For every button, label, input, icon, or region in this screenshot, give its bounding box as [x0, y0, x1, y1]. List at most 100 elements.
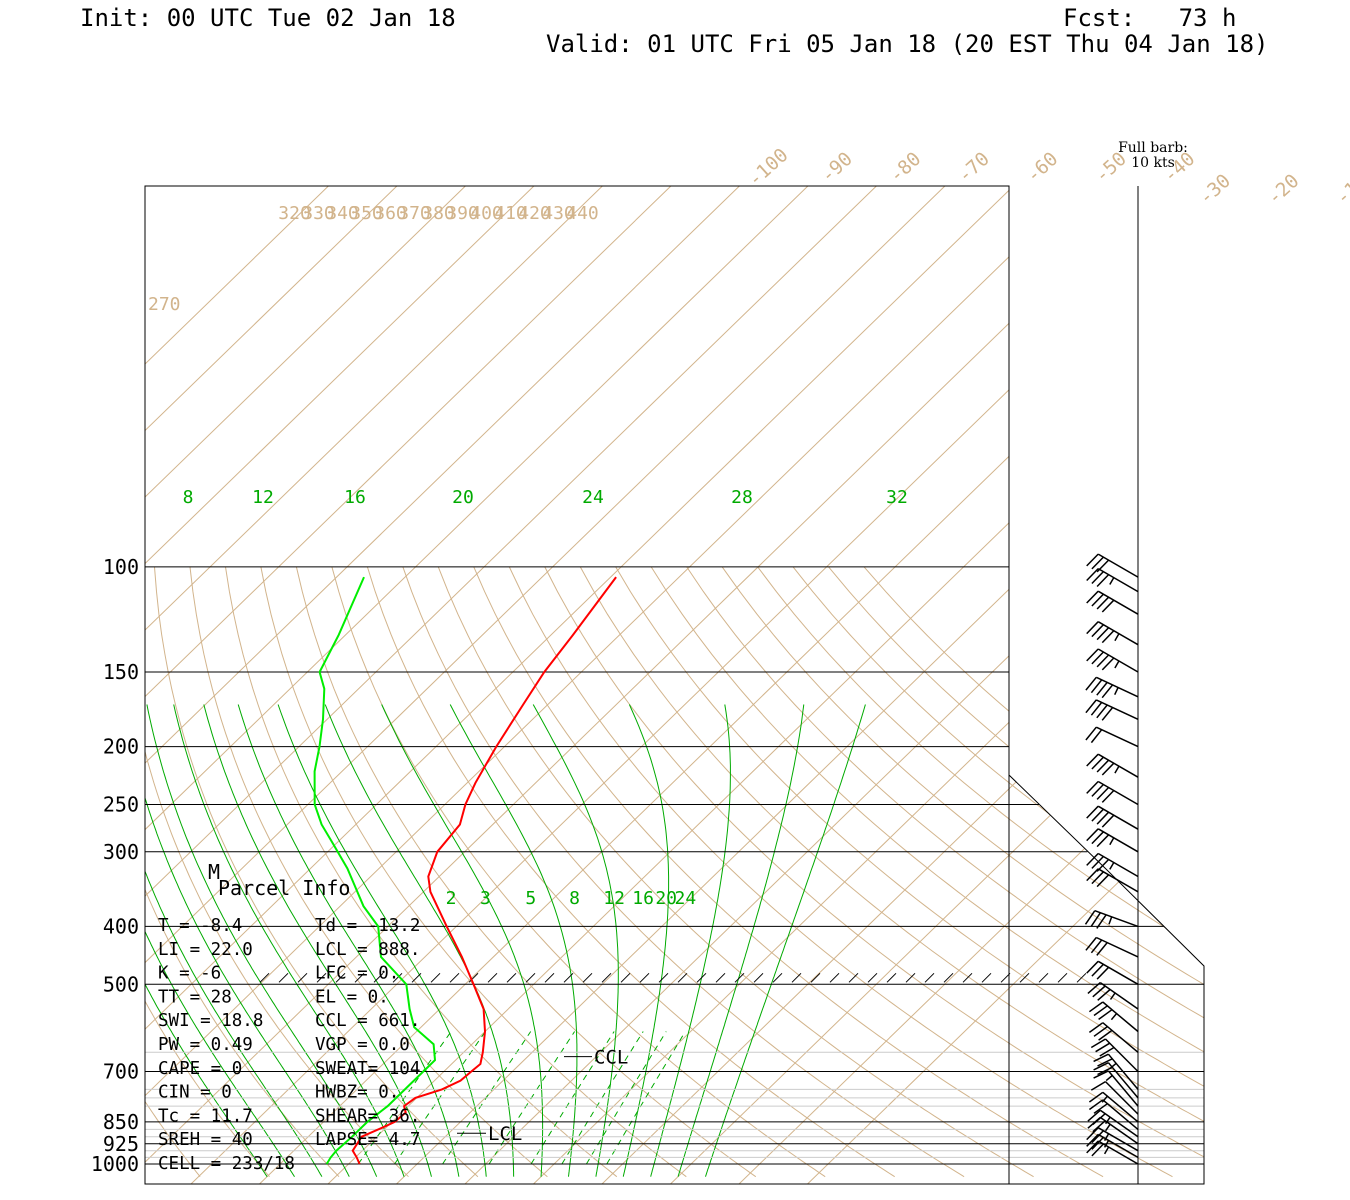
wind-barb — [1086, 852, 1139, 878]
wind-barb-shaft — [1097, 753, 1139, 778]
theta-label: 320 — [278, 203, 311, 224]
wind-barb-flag — [1086, 621, 1099, 635]
init-time-label: Init: 00 UTC Tue 02 Jan 18 — [80, 4, 456, 32]
wind-barb-shaft — [1097, 553, 1139, 578]
hatch-mark — [772, 972, 783, 983]
wind-barb-flag — [1085, 937, 1097, 951]
theta-label: 400 — [470, 203, 503, 224]
wind-barb-shaft — [1097, 590, 1139, 615]
wind-barb-flag — [1097, 1058, 1113, 1067]
wind-barb — [1093, 1062, 1139, 1099]
dry-adiabat-line — [154, 566, 479, 1178]
hatch-mark — [810, 972, 821, 983]
wind-barb-shaft — [1095, 726, 1139, 748]
moist-adiabat-line — [449, 704, 578, 1177]
parcel-info-value: K = -6 — [158, 964, 221, 984]
wind-barb-flag — [1098, 1009, 1113, 1021]
wind-barb-flag — [1101, 684, 1114, 699]
isotherm-line — [145, 186, 877, 1184]
wind-barb-shaft — [1097, 621, 1139, 646]
wind-barb-half — [1109, 862, 1115, 870]
wind-barb-flag — [1093, 1025, 1108, 1037]
wind-barb-flag — [1088, 1099, 1104, 1111]
mixing-ratio-label: 24 — [674, 888, 696, 909]
moist-adiabat-line — [324, 704, 515, 1177]
dry-adiabat-line — [145, 566, 270, 1178]
parcel-info-value: CAPE = 0 — [158, 1059, 242, 1079]
isotherm-line — [145, 186, 1014, 1184]
dry-adiabat-line — [757, 566, 1204, 1178]
wind-barb — [1086, 553, 1139, 578]
hatch-mark — [1000, 972, 1011, 983]
wind-barb-flag — [1086, 960, 1099, 974]
isotherm-label: -80 — [885, 148, 925, 187]
dry-adiabat-line — [145, 566, 340, 1178]
hatch-mark — [905, 972, 916, 983]
wind-barb-flag — [1085, 676, 1097, 691]
moist-adiabat-line — [622, 704, 670, 1177]
wind-barb-flag — [1084, 910, 1096, 925]
isotherm-label: -20 — [1263, 170, 1303, 209]
wind-barb-flag — [1086, 1127, 1099, 1141]
wind-barb-flag — [1096, 596, 1110, 610]
wind-barb-shaft — [1099, 981, 1139, 1010]
wind-barb-half — [1114, 765, 1120, 774]
wind-barb-flag — [1099, 1046, 1115, 1057]
hatch-mark — [278, 972, 289, 983]
wind-barb-flag — [1086, 1133, 1099, 1147]
wind-barb-flag — [1091, 1143, 1104, 1157]
isotherm-line — [464, 186, 1204, 1184]
wind-barb — [1088, 1022, 1139, 1053]
wind-barb — [1086, 1127, 1139, 1152]
wind-barb-shaft — [1102, 1091, 1139, 1123]
wind-barb-shaft — [1097, 648, 1139, 673]
wind-barb-flag — [1091, 593, 1104, 607]
wind-barb-flag — [1086, 852, 1099, 866]
wind-barb-half — [1103, 1133, 1110, 1141]
parcel-info-value: EL = 0. — [315, 987, 389, 1007]
parcel-info-value: CELL = 233/18 — [158, 1154, 295, 1174]
wind-barb-shaft — [1095, 676, 1139, 698]
wind-barb — [1085, 676, 1139, 699]
wind-barb-shaft — [1097, 828, 1139, 853]
wind-barb-shaft — [1097, 1127, 1139, 1152]
isotherm-line — [145, 186, 1083, 1184]
hatch-mark — [563, 972, 574, 983]
moist-adiabat-line — [146, 704, 378, 1177]
wind-barb — [1086, 1140, 1139, 1165]
diagram-frame — [144, 185, 1205, 1185]
wind-barb — [1086, 805, 1139, 830]
wind-barb-flag — [1086, 1140, 1099, 1154]
wind-barb-flag — [1091, 1130, 1104, 1144]
hatch-mark — [715, 972, 726, 983]
dry-adiabat-line — [473, 566, 1104, 1178]
wind-barb-flag — [1091, 756, 1104, 770]
theta-e-label: 12 — [252, 487, 274, 508]
wind-barb — [1090, 1080, 1139, 1115]
wind-barb-half — [1103, 1140, 1110, 1148]
parcel-info-value: CIN = 0 — [158, 1083, 232, 1103]
dry-adiabat-line — [650, 566, 1204, 1178]
wind-barb — [1086, 590, 1139, 615]
wind-barb-flag — [1093, 1070, 1109, 1079]
moist-adiabat-line — [145, 704, 295, 1177]
moist-adiabat-line — [203, 704, 432, 1177]
theta-label: 410 — [494, 203, 527, 224]
wind-barb-flag — [1096, 834, 1110, 848]
wind-barb-flag — [1087, 982, 1101, 994]
wind-barb-half — [1105, 1074, 1113, 1082]
wind-barb-half — [1109, 992, 1116, 1000]
hatch-mark — [354, 972, 365, 983]
wind-barb-flag — [1085, 726, 1097, 741]
m-label: M — [208, 860, 220, 884]
parcel-info-value: SHEAR= 36. — [315, 1106, 420, 1126]
wind-barb-flag — [1091, 783, 1104, 797]
wind-barb-flag — [1086, 590, 1099, 604]
dry-adiabat-line — [295, 566, 757, 1178]
dry-adiabat-line — [260, 566, 687, 1178]
parcel-info-value: SWI = 18.8 — [158, 1011, 263, 1031]
dry-adiabat-line — [686, 566, 1204, 1178]
theta-label: 330 — [302, 203, 335, 224]
ccl-label: CCL — [594, 1047, 628, 1069]
